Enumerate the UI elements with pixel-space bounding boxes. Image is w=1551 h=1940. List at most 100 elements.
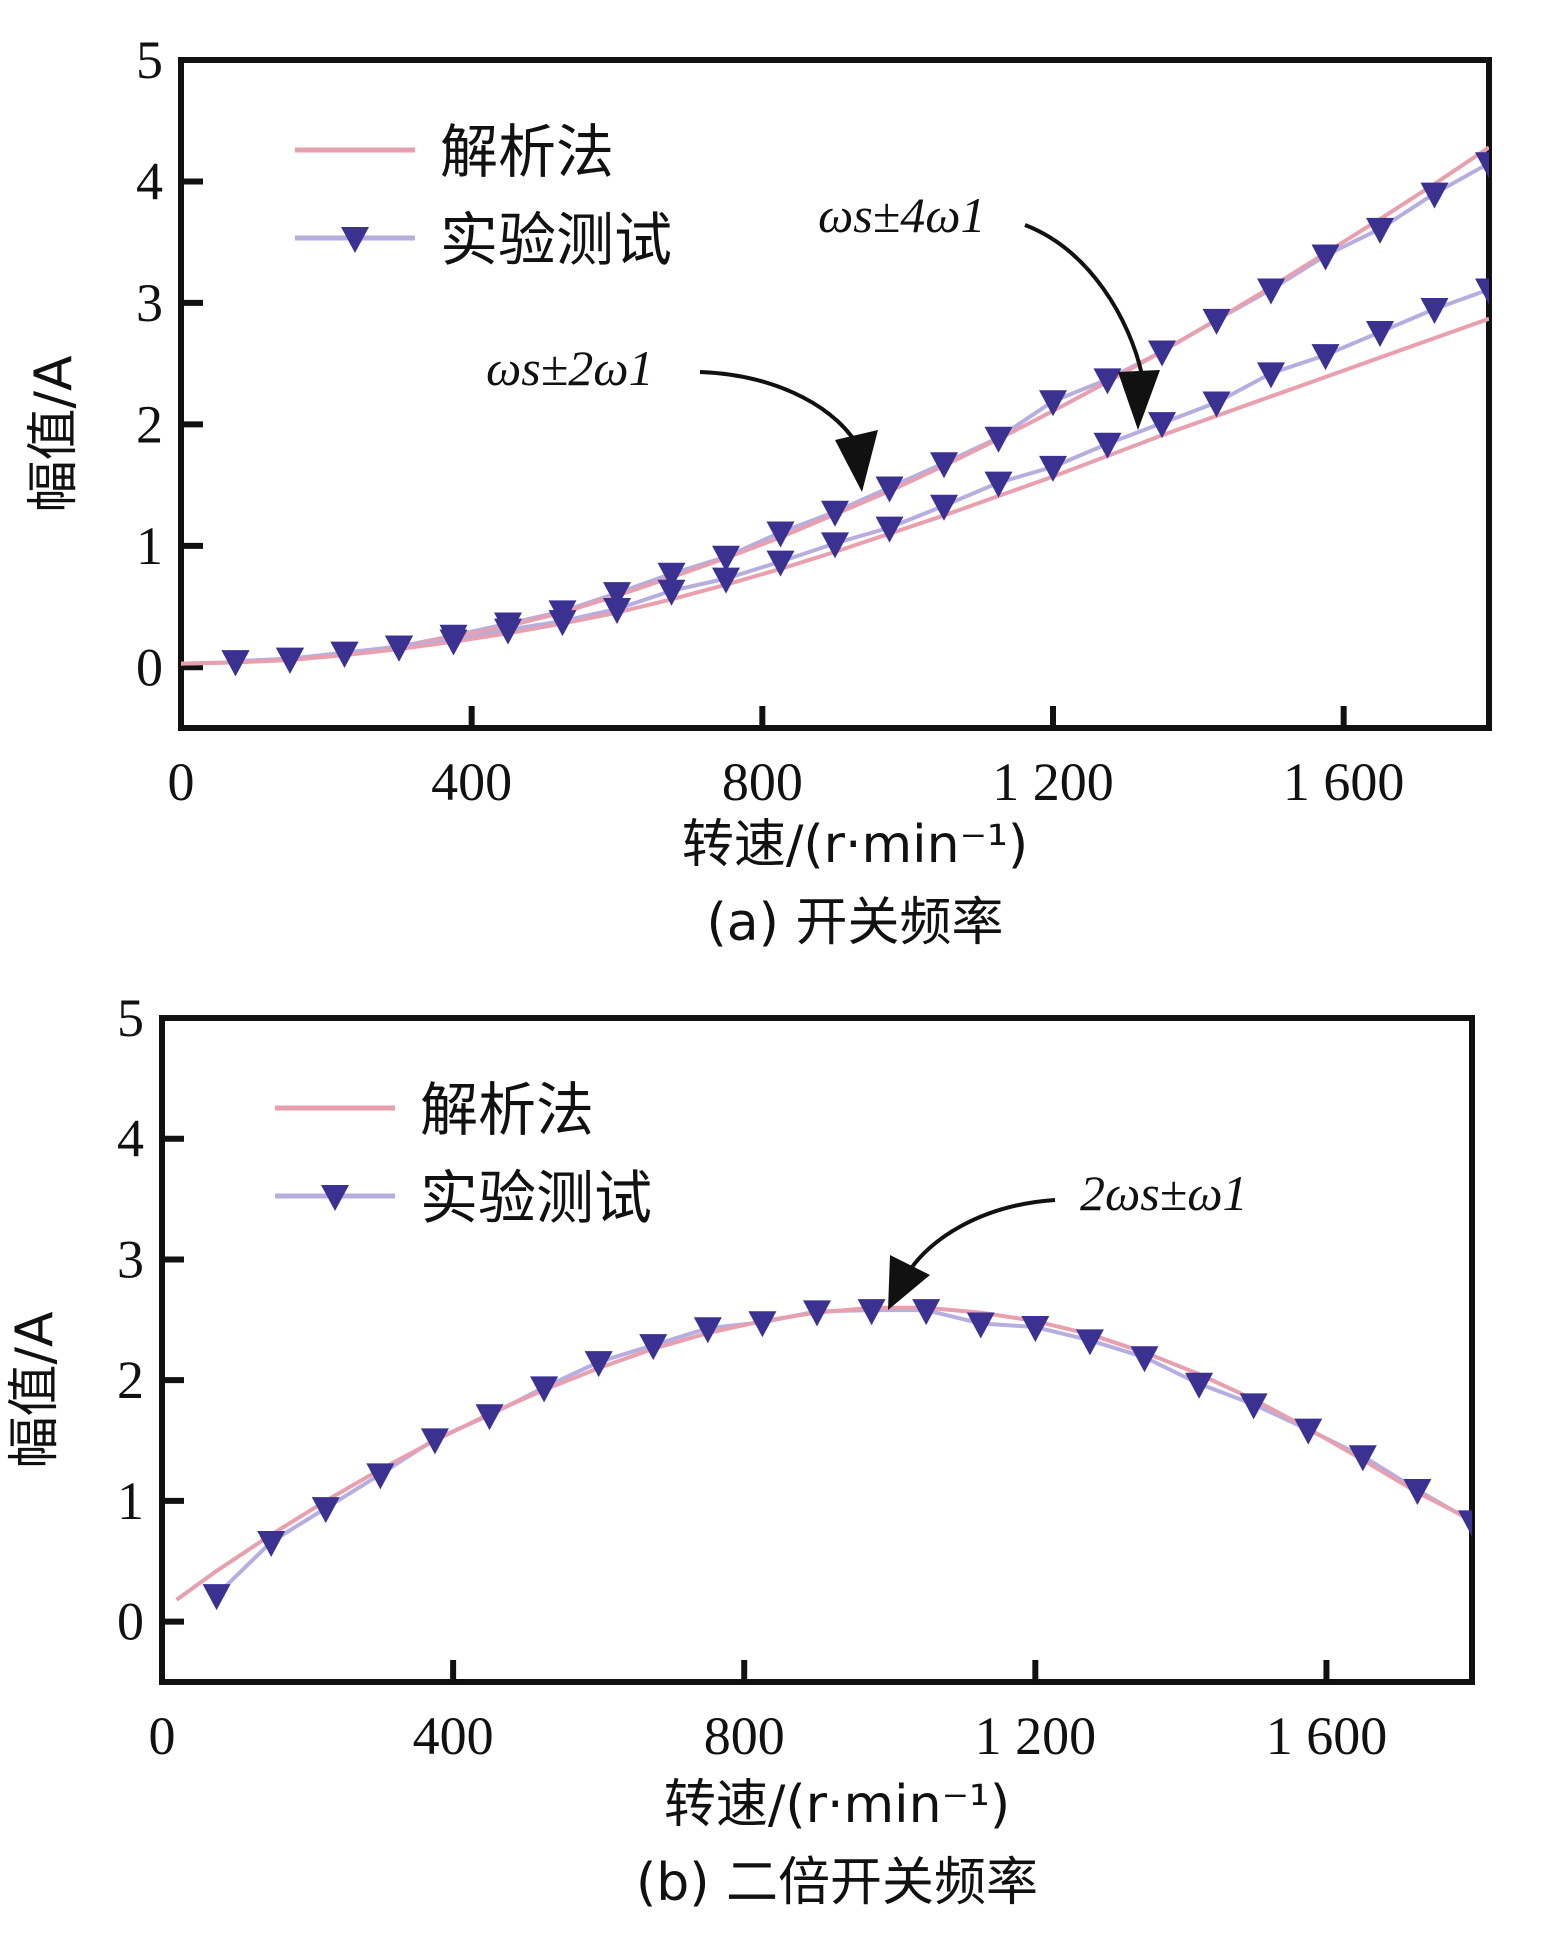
y-tick-label: 5	[117, 988, 144, 1048]
arrow-head-icon	[835, 430, 878, 492]
data-marker	[330, 641, 359, 668]
y-tick-label: 3	[136, 273, 163, 333]
data-marker	[875, 476, 904, 503]
data-marker	[1202, 308, 1231, 335]
y-tick-label: 1	[117, 1471, 144, 1531]
data-marker	[1093, 368, 1122, 395]
data-marker	[1458, 1510, 1472, 1537]
data-marker	[984, 426, 1013, 453]
data-marker	[912, 1299, 941, 1326]
data-marker	[439, 629, 468, 656]
data-marker	[821, 532, 849, 559]
analytic-line	[175, 1305, 1472, 1602]
data-marker	[875, 516, 904, 543]
y-tick-label: 5	[136, 30, 163, 90]
data-marker	[712, 545, 740, 572]
x-tick-label: 1 600	[1283, 752, 1405, 812]
x-axis-label: 转速/(r·min⁻¹)	[682, 815, 1028, 875]
data-marker	[1257, 278, 1285, 305]
data-marker	[366, 1463, 395, 1490]
y-tick-label: 0	[117, 1592, 144, 1652]
data-marker	[420, 1428, 449, 1455]
data-marker	[1075, 1329, 1104, 1356]
y-tick-label: 1	[136, 516, 163, 576]
plot-frame	[178, 57, 1492, 731]
y-tick-label: 0	[136, 637, 163, 697]
y-tick-label: 4	[136, 151, 163, 211]
data-marker	[748, 1311, 777, 1338]
x-tick-label: 800	[722, 752, 803, 812]
data-marker	[311, 1497, 340, 1524]
data-marker	[530, 1376, 559, 1403]
data-marker	[1130, 1346, 1159, 1373]
data-marker	[548, 610, 577, 637]
data-marker	[1093, 432, 1122, 459]
data-marker	[257, 1530, 286, 1557]
data-marker	[857, 1299, 886, 1326]
data-marker	[803, 1300, 831, 1327]
figure-caption: (b) 二倍开关频率	[636, 1853, 1038, 1913]
data-marker	[984, 471, 1013, 498]
data-marker	[657, 579, 686, 606]
y-axis-label: 幅值/A	[24, 355, 84, 513]
data-marker	[712, 567, 740, 594]
data-marker	[639, 1334, 668, 1361]
annotation-arrow	[1024, 223, 1144, 376]
chart-a: 0 1 2 3 4 5 0 400 800 1 200 1 600 幅值/A 转速/(r·min⁻¹) (…	[24, 30, 1492, 953]
data-marker	[202, 1584, 231, 1611]
annotation-arrow	[699, 370, 862, 451]
data-marker	[657, 562, 686, 589]
y-tick-label: 3	[117, 1229, 144, 1289]
data-marker	[766, 521, 795, 548]
x-tick-label: 1 200	[992, 752, 1114, 812]
data-marker	[494, 618, 522, 645]
legend-experiment-label: 实验测试	[440, 206, 672, 274]
data-marker	[930, 494, 958, 521]
chart-b: 0 1 2 3 4 5 0 400 800 1 200 1 600 幅值/A 转速/(r·min⁻¹) (…	[5, 988, 1475, 1913]
legend-analytic-label: 解析法	[440, 118, 614, 186]
data-marker	[276, 647, 304, 674]
data-marker	[1475, 152, 1489, 179]
data-marker	[1294, 1418, 1323, 1445]
legend-marker-icon	[341, 227, 369, 253]
x-tick-label: 400	[413, 1706, 494, 1766]
data-marker	[221, 650, 250, 677]
data-marker	[1148, 340, 1176, 367]
data-marker	[1311, 244, 1340, 271]
legend-analytic-label: 解析法	[420, 1076, 594, 1144]
experiment-line	[215, 1308, 1472, 1597]
series-group	[175, 1299, 1472, 1611]
data-marker	[385, 635, 413, 662]
data-marker	[1366, 217, 1394, 244]
y-tick-label: 4	[117, 1109, 144, 1169]
y-tick-label: 2	[136, 394, 163, 454]
annotation-arrow	[908, 1198, 1056, 1272]
data-marker	[1257, 362, 1285, 389]
data-marker	[966, 1312, 995, 1339]
annotation-label: ωs±4ω1	[818, 187, 986, 243]
legend-experiment-label: 实验测试	[420, 1164, 652, 1232]
series-group	[181, 145, 1489, 677]
x-tick-label: 800	[704, 1706, 785, 1766]
x-tick-label: 0	[168, 752, 195, 812]
data-marker	[1420, 297, 1449, 324]
data-marker	[1311, 344, 1340, 371]
data-marker	[1021, 1316, 1050, 1343]
data-marker	[1239, 1393, 1268, 1420]
data-marker	[766, 550, 795, 577]
data-marker	[1202, 391, 1231, 418]
data-marker	[1403, 1479, 1432, 1506]
data-marker	[1039, 455, 1067, 482]
data-marker	[603, 597, 631, 624]
data-marker	[584, 1351, 613, 1378]
data-marker	[1039, 390, 1067, 417]
y-tick-label: 2	[117, 1350, 144, 1410]
x-axis-label: 转速/(r·min⁻¹)	[664, 1775, 1010, 1835]
x-tick-label: 1 200	[975, 1706, 1097, 1766]
legend-marker-icon	[321, 1185, 349, 1211]
data-marker	[475, 1404, 504, 1431]
data-marker	[603, 582, 631, 609]
arrow-head-icon	[888, 1255, 930, 1310]
arrow-head-icon	[1118, 370, 1160, 430]
